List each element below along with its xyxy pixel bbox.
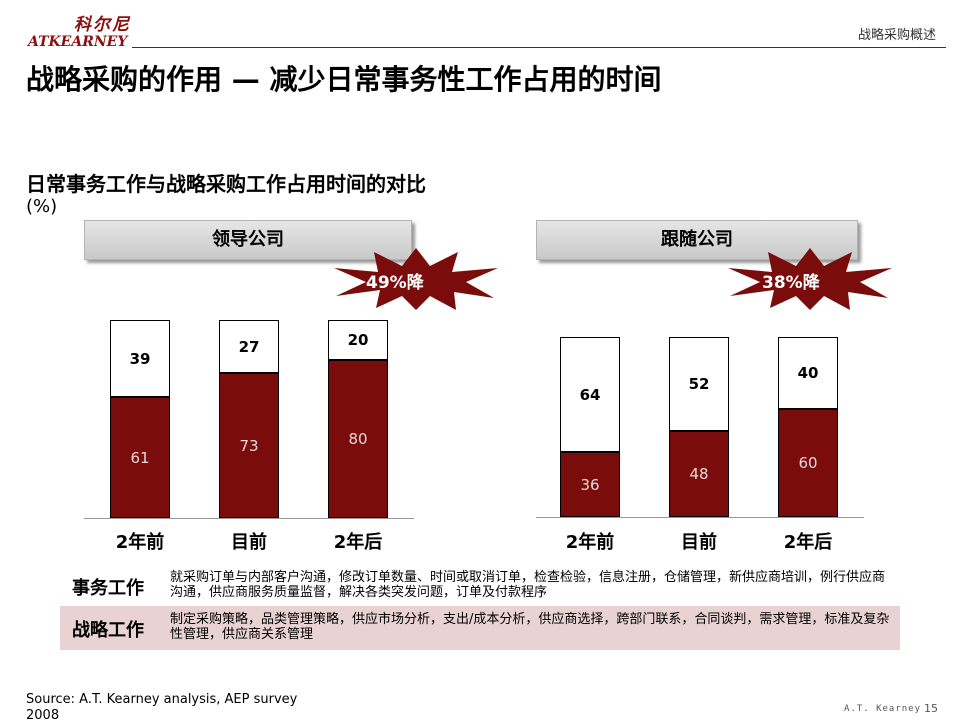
data-label: 27 [238, 337, 260, 356]
bar-routine: 39 [110, 320, 170, 398]
data-label: 80 [348, 429, 368, 448]
legend-desc: 就采购订单与内部客户沟通，修改订单数量、时间或取消订单，检查检验，信息注册，仓储… [170, 570, 886, 600]
burst-icon-leader [334, 248, 498, 310]
section-label: 战略采购概述 [857, 28, 936, 43]
x-axis-leader [84, 518, 414, 519]
data-label: 20 [347, 330, 369, 349]
annotation-leader: 49%降低 [366, 273, 424, 290]
bar-routine: 20 [328, 320, 388, 360]
chart-follower: 36 64 48 52 60 40 [536, 300, 856, 520]
page-title: 战略采购的作用 — 减少日常事务性工作占用的时间 [26, 63, 662, 96]
unit-label: (%) [26, 196, 58, 217]
legend-desc: 制定采购策略，品类管理策略，供应市场分析，支出/成本分析，供应商选择，跨部门联系… [170, 612, 890, 642]
header-divider [132, 47, 946, 48]
legend-row-strategic: 战略工作 制定采购策略，品类管理策略，供应市场分析，支出/成本分析，供应商选择，… [60, 606, 900, 650]
legend-label: 战略工作 [72, 620, 144, 641]
bar-routine: 40 [778, 337, 838, 409]
tick-label: 2年前 [565, 532, 615, 553]
data-label: 39 [129, 349, 151, 368]
tick-label: 目前 [681, 532, 717, 553]
page-number: 15 [924, 702, 938, 715]
logo-english: ATKEARNEY [28, 34, 128, 50]
group-header-follower: 跟随公司 [536, 220, 858, 260]
bar-strategic: 61 [110, 397, 170, 518]
data-label: 60 [798, 454, 818, 472]
legend-row-routine: 事务工作 就采购订单与内部客户沟通，修改订单数量、时间或取消订单，检查检验，信息… [60, 564, 900, 606]
data-label: 61 [130, 448, 150, 467]
bar-strategic: 73 [219, 373, 279, 518]
logo-chinese: 科尔尼 [74, 15, 131, 35]
data-label: 52 [688, 374, 710, 393]
group-header-leader: 领导公司 [84, 220, 412, 260]
tick-label: 2年前 [115, 532, 165, 553]
bar-routine: 64 [560, 337, 620, 453]
annotation-follower: 38%降低 [762, 273, 820, 290]
data-label: 36 [580, 475, 600, 494]
bar-strategic: 60 [778, 409, 838, 517]
bar-strategic: 48 [669, 430, 729, 517]
footer-brand: A.T. Kearney [844, 704, 922, 714]
bar-strategic: 80 [328, 359, 388, 518]
chart-leader: 61 39 73 27 80 20 [84, 300, 410, 520]
burst-icon-follower [728, 248, 892, 310]
data-label: 48 [689, 464, 709, 483]
legend-label: 事务工作 [72, 578, 144, 599]
tick-label: 2年后 [333, 532, 383, 553]
bar-strategic: 36 [560, 452, 620, 517]
data-label: 73 [239, 436, 259, 455]
data-label: 40 [797, 364, 819, 382]
data-label: 64 [579, 385, 601, 404]
tick-label: 目前 [231, 532, 267, 553]
source-note: Source: A.T. Kearney analysis, AEP surve… [26, 692, 298, 723]
chart-subtitle: 日常事务工作与战略采购工作占用时间的对比 [26, 172, 426, 196]
x-axis-follower [536, 517, 864, 518]
bar-routine: 52 [669, 337, 729, 431]
bar-routine: 27 [219, 320, 279, 374]
tick-label: 2年后 [783, 532, 833, 553]
